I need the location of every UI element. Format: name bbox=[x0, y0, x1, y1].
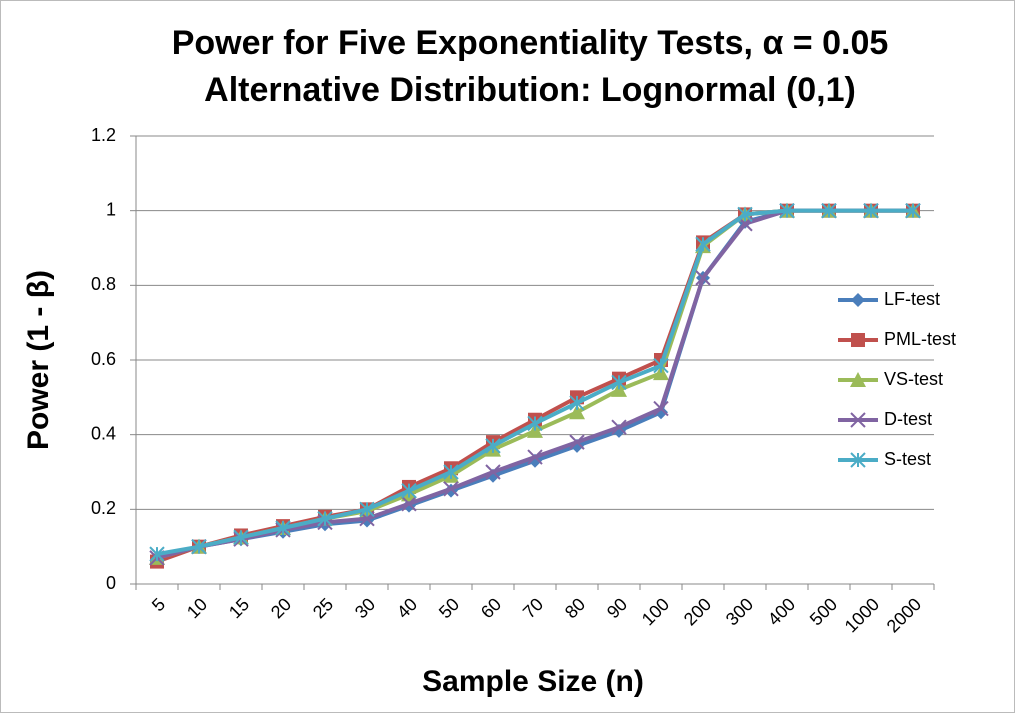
data-point bbox=[611, 419, 627, 435]
legend-label: D-test bbox=[884, 409, 932, 429]
y-tick-label: 1.2 bbox=[91, 125, 116, 145]
data-point bbox=[317, 510, 333, 527]
data-point bbox=[821, 202, 837, 219]
data-point bbox=[275, 520, 291, 536]
y-tick-label: 0.8 bbox=[91, 274, 116, 294]
legend-marker bbox=[850, 412, 866, 428]
data-point bbox=[149, 546, 165, 562]
data-point bbox=[233, 529, 249, 546]
legend-marker bbox=[851, 293, 865, 307]
legend-label: VS-test bbox=[884, 369, 943, 389]
data-point bbox=[905, 202, 921, 219]
data-point bbox=[443, 481, 459, 497]
data-point bbox=[401, 482, 417, 499]
y-tick-label: 1 bbox=[106, 199, 116, 219]
data-point bbox=[569, 404, 585, 420]
legend-marker bbox=[850, 372, 866, 387]
legend-marker bbox=[851, 333, 865, 347]
data-point bbox=[485, 438, 501, 454]
data-point bbox=[695, 270, 711, 286]
data-point bbox=[359, 501, 375, 518]
data-point bbox=[695, 236, 711, 252]
chart-title: Power for Five Exponentiality Tests, α =… bbox=[172, 24, 889, 62]
x-axis-label: Sample Size (n) bbox=[422, 665, 644, 698]
data-point bbox=[653, 357, 669, 374]
data-point bbox=[569, 434, 585, 450]
y-tick-label: 0 bbox=[106, 573, 116, 593]
legend-label: S-test bbox=[884, 449, 931, 469]
y-axis-label: Power (1 - β) bbox=[22, 270, 55, 450]
data-point bbox=[779, 202, 795, 219]
chart-subtitle: Alternative Distribution: Lognormal (0,1… bbox=[204, 71, 856, 109]
y-tick-label: 0.4 bbox=[91, 423, 116, 443]
data-point bbox=[401, 496, 417, 512]
data-point bbox=[485, 464, 501, 480]
data-point bbox=[863, 202, 879, 219]
data-point bbox=[569, 395, 585, 411]
data-point bbox=[737, 206, 753, 223]
data-point bbox=[191, 538, 207, 555]
y-tick-label: 0.2 bbox=[91, 498, 116, 518]
data-point bbox=[527, 415, 543, 432]
y-tick-label: 0.6 bbox=[91, 349, 116, 369]
data-point bbox=[527, 449, 543, 465]
data-point bbox=[653, 400, 669, 417]
data-point bbox=[611, 374, 627, 391]
legend-label: LF-test bbox=[884, 289, 940, 309]
legend-marker bbox=[850, 452, 866, 468]
data-point bbox=[443, 464, 459, 480]
legend-label: PML-test bbox=[884, 329, 956, 349]
